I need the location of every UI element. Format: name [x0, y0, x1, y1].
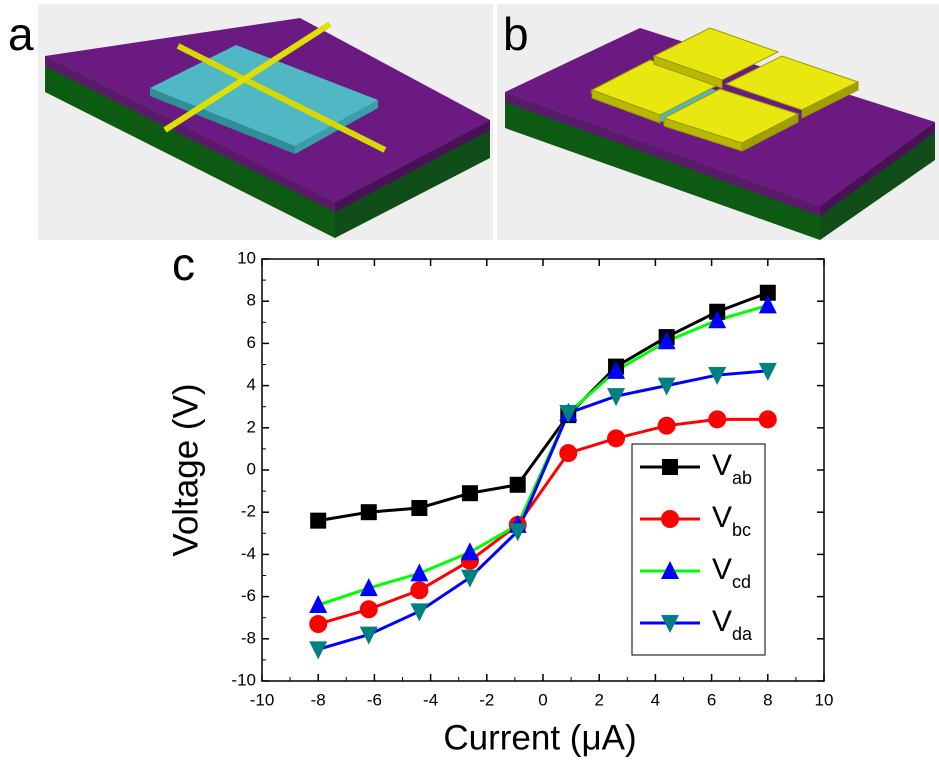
- y-tick-label: -4: [241, 544, 256, 563]
- marker: [310, 513, 326, 529]
- x-tick-label: 6: [707, 690, 716, 709]
- marker: [662, 459, 678, 475]
- marker: [658, 417, 676, 435]
- marker: [661, 510, 679, 528]
- page: {"panel_labels": ["a", "b", "c"], "chart…: [0, 0, 939, 764]
- y-tick-label: -2: [241, 502, 256, 521]
- panel-label: a: [8, 8, 34, 60]
- marker: [759, 410, 777, 428]
- y-tick-label: 4: [247, 375, 256, 394]
- y-tick-label: 0: [247, 459, 256, 478]
- x-tick-label: 0: [538, 690, 547, 709]
- x-tick-label: -2: [479, 690, 494, 709]
- y-tick-label: 10: [237, 248, 256, 267]
- x-axis-title: Current (μA): [443, 718, 636, 757]
- x-tick-label: 8: [763, 690, 772, 709]
- x-tick-label: -6: [367, 690, 382, 709]
- marker: [410, 581, 428, 599]
- x-tick-label: -8: [311, 690, 326, 709]
- panel-a-render: [38, 4, 493, 240]
- marker: [410, 603, 428, 621]
- x-tick-label: -4: [423, 690, 438, 709]
- marker: [360, 600, 378, 618]
- figure: a b c Current (μA) Voltage (V) -10 -8 -6 -4…: [0, 0, 939, 764]
- panel-b-render: [497, 4, 939, 240]
- y-axis-title: Voltage (V): [166, 383, 205, 556]
- marker: [411, 500, 427, 516]
- y-tick-label: -6: [241, 586, 256, 605]
- marker: [309, 641, 327, 659]
- x-tick-label: 2: [594, 690, 603, 709]
- marker: [607, 429, 625, 447]
- x-tick-label: 4: [651, 690, 660, 709]
- panel-label: b: [503, 8, 529, 60]
- y-tick-label: 2: [247, 417, 256, 436]
- x-tick-label: 10: [815, 690, 834, 709]
- marker: [708, 410, 726, 428]
- y-tick-label: -8: [241, 628, 256, 647]
- marker: [559, 444, 577, 462]
- marker: [410, 563, 428, 581]
- x-tick-label: -10: [250, 690, 275, 709]
- marker: [510, 477, 526, 493]
- y-tick-label: -10: [231, 670, 256, 689]
- marker: [309, 615, 327, 633]
- marker: [461, 570, 479, 588]
- panel-label: c: [172, 238, 195, 290]
- y-tick-label: 6: [247, 333, 256, 352]
- marker: [361, 504, 377, 520]
- marker: [462, 485, 478, 501]
- y-tick-label: 8: [247, 291, 256, 310]
- marker: [461, 542, 479, 560]
